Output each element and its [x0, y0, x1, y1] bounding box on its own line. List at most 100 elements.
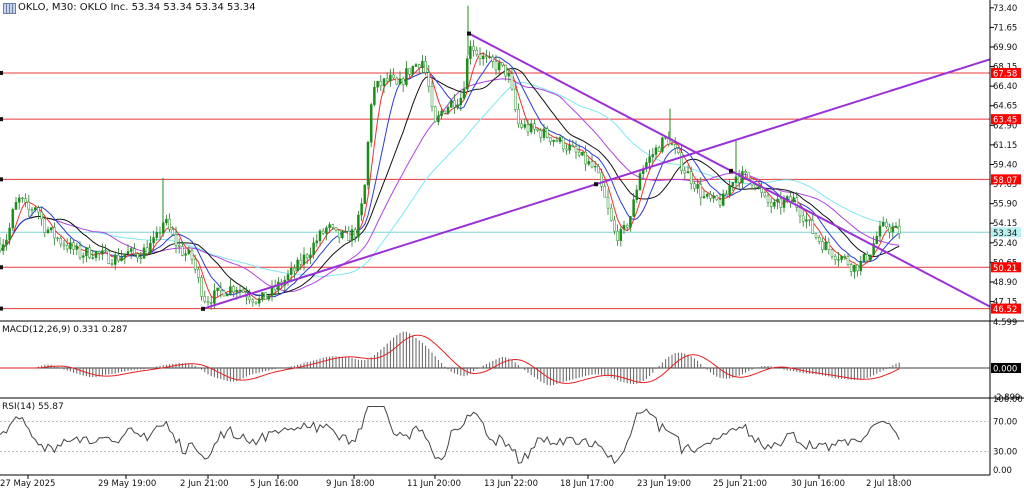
- candle-body: [129, 248, 133, 252]
- candle-body: [14, 202, 18, 210]
- candle-body: [369, 104, 373, 143]
- candle-body: [11, 209, 15, 229]
- price-tick-label: 62.90: [993, 121, 1017, 131]
- time-axis-ticks: 27 May 2025 29 May 19:00 2 Jun 21:00 5 Jun …: [0, 475, 912, 489]
- chart-header: OKLO, M30: OKLO Inc. 53.34 53.34 53.34 5…: [18, 2, 256, 13]
- candle-body: [94, 251, 98, 258]
- level-price-tag: [991, 174, 1021, 185]
- candle-body: [673, 144, 677, 149]
- candle-body: [654, 147, 658, 155]
- candle-body: [568, 145, 571, 151]
- candle-body: [606, 196, 610, 209]
- candle-body: [469, 46, 472, 59]
- axes: [0, 0, 1024, 476]
- candle-body: [296, 259, 299, 272]
- candle-body: [533, 123, 536, 130]
- time-tick-label: 30 Jun 16:00: [791, 479, 845, 489]
- downtrend-start-anchor: [467, 31, 471, 36]
- candle-body: [318, 230, 322, 242]
- candle-body: [152, 237, 155, 244]
- candle-body: [853, 264, 856, 272]
- candle-body: [56, 237, 59, 240]
- candle-body: [590, 161, 594, 168]
- candle-body: [213, 290, 216, 304]
- candle-body: [555, 139, 559, 142]
- candle-body: [507, 73, 511, 77]
- candle-body: [321, 230, 325, 234]
- candle-body: [552, 139, 555, 142]
- candle-body: [504, 64, 507, 77]
- candle-body: [142, 247, 146, 259]
- level-price-tag: [991, 303, 1021, 314]
- candle-body: [622, 225, 626, 230]
- candle-body: [392, 74, 395, 79]
- candle-body: [46, 229, 50, 233]
- candle-body: [72, 242, 75, 250]
- candle-body: [856, 264, 859, 272]
- time-tick-label: 23 Jun 19:00: [637, 479, 691, 489]
- candle-body: [577, 151, 581, 156]
- candle-body: [613, 219, 616, 232]
- candle-body: [881, 221, 885, 227]
- candle-body: [219, 287, 223, 291]
- candle-body: [817, 237, 821, 242]
- candle-body: [491, 56, 495, 62]
- candle-body: [382, 78, 386, 87]
- candle-body: [773, 201, 776, 207]
- candle-body: [769, 202, 773, 207]
- candle-body: [85, 247, 88, 256]
- candle-body: [315, 240, 319, 244]
- candle-body: [168, 218, 171, 230]
- candle-body: [133, 248, 136, 255]
- price-tick-label: 69.90: [993, 43, 1017, 53]
- level-anchor: [0, 265, 3, 270]
- ma-purple-line: [0, 78, 900, 293]
- candle-body: [248, 296, 251, 301]
- candle-body: [241, 289, 245, 293]
- candle-body: [501, 62, 504, 66]
- candle-body: [801, 215, 805, 222]
- candle-body: [600, 172, 603, 187]
- candle-body: [897, 225, 901, 235]
- candle-body: [661, 137, 664, 152]
- moving-averages: [0, 52, 900, 301]
- candle-body: [619, 228, 623, 241]
- time-tick-label: 18 Jun 17:00: [560, 479, 614, 489]
- candle-body: [216, 287, 219, 291]
- rsi-panel: 100.00 70.00 30.00 0.00: [0, 395, 1023, 476]
- candle-body: [190, 249, 194, 260]
- symbol-grid-icon[interactable]: [3, 3, 16, 14]
- candle-body: [200, 277, 203, 297]
- candle-body: [197, 269, 200, 278]
- candle-body: [824, 241, 827, 251]
- candle-body: [603, 185, 607, 198]
- candle-body: [136, 253, 139, 259]
- candle-body: [81, 255, 85, 258]
- candle-body: [437, 115, 440, 123]
- candle-body: [414, 64, 418, 67]
- candle-body: [821, 241, 824, 251]
- candle-body: [581, 151, 584, 156]
- candle-body: [305, 254, 309, 259]
- candle-body: [830, 249, 834, 257]
- candle-body: [753, 184, 757, 188]
- candle-body: [689, 171, 693, 185]
- ma-red-line: [0, 52, 900, 301]
- candle-body: [325, 227, 328, 234]
- candle-body: [862, 253, 866, 262]
- rsi-tick-label: 70.00: [993, 418, 1017, 428]
- price-tick-label: 73.40: [993, 4, 1017, 14]
- time-tick-label: 9 Jun 18:00: [326, 479, 375, 489]
- candle-body: [744, 171, 747, 173]
- candle-body: [587, 161, 591, 165]
- candle-body: [782, 199, 786, 208]
- candle-body: [302, 254, 306, 265]
- candle-body: [574, 146, 578, 153]
- time-tick-label: 11 Jun 20:00: [407, 479, 461, 489]
- time-tick-label: 13 Jun 22:00: [484, 479, 538, 489]
- candle-body: [385, 78, 389, 82]
- candle-body: [808, 219, 811, 221]
- candle-body: [158, 232, 162, 234]
- candle-body: [232, 286, 235, 293]
